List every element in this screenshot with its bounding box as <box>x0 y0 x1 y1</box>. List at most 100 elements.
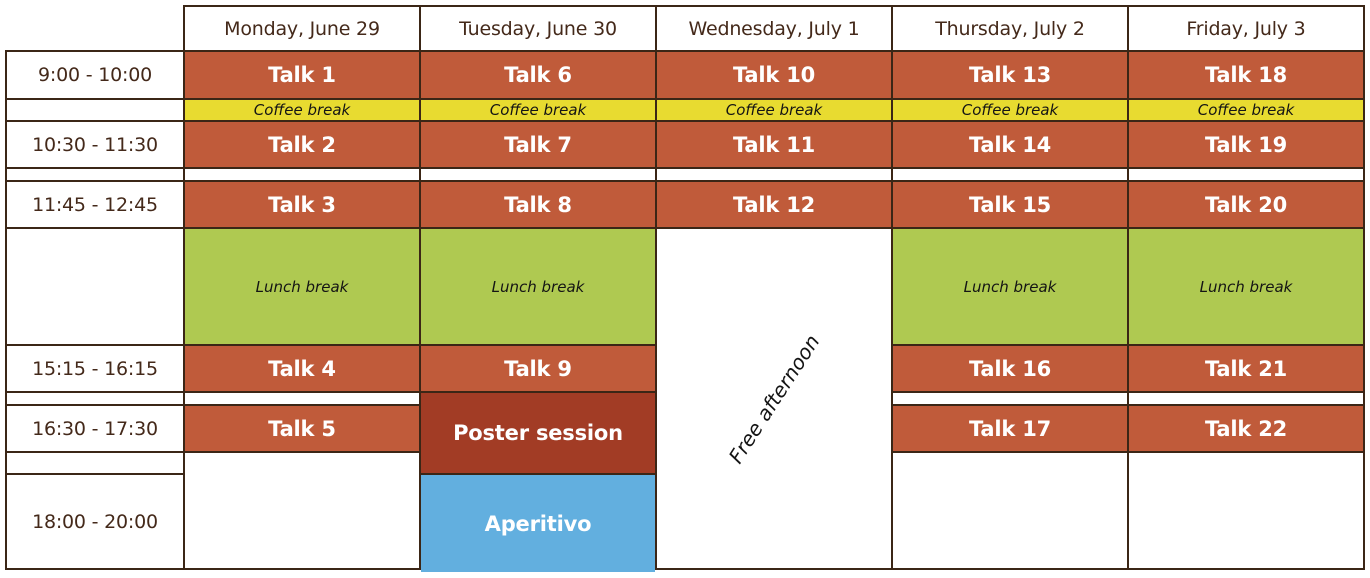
talk-cell: Talk 1 <box>185 52 419 98</box>
time-slot-label: 18:00 - 20:00 <box>7 475 183 568</box>
lunch-break-cell: Lunch break <box>185 229 419 344</box>
coffee-break-cell: Coffee break <box>185 100 419 120</box>
time-slot-label: 15:15 - 16:15 <box>7 346 183 391</box>
talk-cell-text: Talk 5 <box>268 416 336 441</box>
talk-cell: Talk 11 <box>657 122 891 167</box>
talk-cell: Talk 21 <box>1129 346 1363 391</box>
talk-cell: Talk 14 <box>893 122 1127 167</box>
poster-session-cell: Poster session <box>421 393 655 473</box>
empty-cell <box>421 169 655 180</box>
talk-cell-text: Talk 8 <box>504 192 572 217</box>
empty-cell <box>7 229 183 344</box>
empty-cell <box>1129 453 1363 568</box>
empty-cell <box>185 169 419 180</box>
day-header-text: Tuesday, June 30 <box>459 17 617 40</box>
free-afternoon-cell-text: Free afternoon <box>723 329 825 468</box>
empty-cell <box>1129 169 1363 180</box>
talk-cell: Talk 15 <box>893 182 1127 227</box>
time-slot-label-text: 11:45 - 12:45 <box>32 193 158 216</box>
empty-cell <box>7 453 183 473</box>
talk-cell-text: Talk 22 <box>1204 416 1288 441</box>
talk-cell: Talk 20 <box>1129 182 1363 227</box>
lunch-break-cell: Lunch break <box>421 229 655 344</box>
empty-cell <box>7 169 183 180</box>
time-slot-label-text: 15:15 - 16:15 <box>32 357 158 380</box>
talk-cell: Talk 10 <box>657 52 891 98</box>
time-slot-label: 9:00 - 10:00 <box>7 52 183 98</box>
coffee-break-cell: Coffee break <box>893 100 1127 120</box>
talk-cell-text: Talk 11 <box>732 132 816 157</box>
talk-cell-text: Talk 10 <box>732 63 816 87</box>
coffee-break-cell-text: Coffee break <box>489 101 587 119</box>
aperitivo-cell-text: Aperitivo <box>484 511 592 536</box>
talk-cell: Talk 3 <box>185 182 419 227</box>
talk-cell-text: Talk 21 <box>1204 356 1288 381</box>
talk-cell: Talk 2 <box>185 122 419 167</box>
coffee-break-cell-text: Coffee break <box>1197 101 1295 119</box>
time-slot-label: 16:30 - 17:30 <box>7 406 183 451</box>
talk-cell-text: Talk 12 <box>732 192 816 217</box>
talk-cell: Talk 18 <box>1129 52 1363 98</box>
day-header: Tuesday, June 30 <box>421 7 655 50</box>
coffee-break-cell-text: Coffee break <box>961 101 1059 119</box>
day-header-text: Monday, June 29 <box>224 17 380 40</box>
talk-cell-text: Talk 4 <box>268 356 336 381</box>
empty-cell <box>7 100 183 120</box>
lunch-break-cell-text: Lunch break <box>1199 277 1293 296</box>
talk-cell-text: Talk 20 <box>1204 192 1288 217</box>
talk-cell-text: Talk 3 <box>268 192 336 217</box>
talk-cell: Talk 22 <box>1129 406 1363 451</box>
talk-cell-text: Talk 19 <box>1204 132 1288 157</box>
time-slot-label-text: 16:30 - 17:30 <box>32 417 158 440</box>
empty-cell <box>185 393 419 404</box>
corner-spacer <box>5 5 183 50</box>
time-slot-label: 11:45 - 12:45 <box>7 182 183 227</box>
talk-cell-text: Talk 14 <box>968 132 1052 157</box>
empty-cell <box>657 169 891 180</box>
talk-cell: Talk 12 <box>657 182 891 227</box>
day-header: Friday, July 3 <box>1129 7 1363 50</box>
talk-cell: Talk 13 <box>893 52 1127 98</box>
talk-cell-text: Talk 18 <box>1204 63 1288 87</box>
talk-cell: Talk 6 <box>421 52 655 98</box>
coffee-break-cell-text: Coffee break <box>725 101 823 119</box>
talk-cell: Talk 9 <box>421 346 655 391</box>
talk-cell-text: Talk 16 <box>968 356 1052 381</box>
talk-cell: Talk 4 <box>185 346 419 391</box>
talk-cell: Talk 16 <box>893 346 1127 391</box>
poster-session-cell-text: Poster session <box>453 421 623 445</box>
talk-cell-text: Talk 1 <box>268 63 336 87</box>
talk-cell: Talk 5 <box>185 406 419 451</box>
empty-cell <box>7 393 183 404</box>
coffee-break-cell-text: Coffee break <box>253 101 351 119</box>
talk-cell-text: Talk 6 <box>504 63 572 87</box>
empty-cell <box>893 453 1127 568</box>
lunch-break-cell-text: Lunch break <box>963 277 1057 296</box>
empty-cell <box>893 169 1127 180</box>
coffee-break-cell: Coffee break <box>657 100 891 120</box>
talk-cell-text: Talk 13 <box>968 63 1052 87</box>
lunch-break-cell: Lunch break <box>1129 229 1363 344</box>
time-slot-label-text: 10:30 - 11:30 <box>32 133 158 156</box>
talk-cell: Talk 17 <box>893 406 1127 451</box>
empty-cell <box>185 453 419 568</box>
day-header-text: Friday, July 3 <box>1186 17 1306 40</box>
talk-cell-text: Talk 9 <box>504 356 572 381</box>
day-header-text: Wednesday, July 1 <box>688 17 860 40</box>
time-slot-label-text: 18:00 - 20:00 <box>32 510 158 533</box>
empty-cell <box>1129 393 1363 404</box>
day-header: Monday, June 29 <box>185 7 419 50</box>
coffee-break-cell: Coffee break <box>1129 100 1363 120</box>
day-header: Thursday, July 2 <box>893 7 1127 50</box>
talk-cell-text: Talk 2 <box>268 132 336 157</box>
time-slot-label: 10:30 - 11:30 <box>7 122 183 167</box>
free-afternoon-cell: Free afternoon <box>657 229 891 568</box>
talk-cell: Talk 8 <box>421 182 655 227</box>
talk-cell: Talk 7 <box>421 122 655 167</box>
day-header-text: Thursday, July 2 <box>935 17 1085 40</box>
day-header: Wednesday, July 1 <box>657 7 891 50</box>
lunch-break-cell-text: Lunch break <box>255 277 349 296</box>
lunch-break-cell: Lunch break <box>893 229 1127 344</box>
time-slot-label-text: 9:00 - 10:00 <box>38 64 152 86</box>
